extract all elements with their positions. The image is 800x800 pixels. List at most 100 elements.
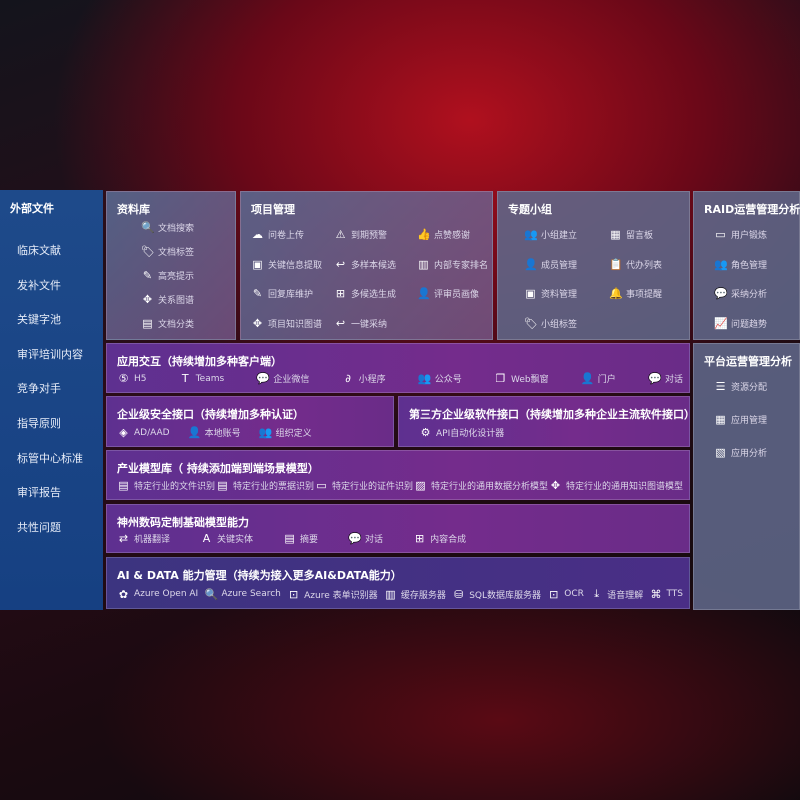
item-label: 应用分析 bbox=[731, 449, 768, 459]
item-interaction-4[interactable]: 👥 公众号 bbox=[418, 372, 462, 385]
item-security-0[interactable]: ◈ AD/AAD bbox=[117, 426, 170, 439]
item-aidata-7[interactable]: ⌘ TTS bbox=[649, 587, 683, 601]
item-aidata-6[interactable]: ⤓ 语音理解 bbox=[590, 587, 643, 601]
item-project-6[interactable]: ✎ 回复库维护 bbox=[251, 287, 313, 300]
item-library-1[interactable]: 🏷 文档标签 bbox=[141, 245, 194, 258]
graph-icon: ✥ bbox=[142, 293, 153, 306]
item-label: 本地账号 bbox=[204, 429, 241, 439]
item-group-0[interactable]: 👥 小组建立 bbox=[524, 228, 577, 241]
item-industry-3[interactable]: ▨ 特定行业的通用数据分析模型 bbox=[414, 479, 548, 492]
item-raid-1[interactable]: 👥 角色管理 bbox=[714, 258, 767, 271]
item-project-2[interactable]: 👍 点赞感谢 bbox=[417, 228, 470, 241]
item-project-5[interactable]: ▥ 内部专家排名 bbox=[417, 258, 488, 271]
item-aidata-4[interactable]: ⛁ SQL数据库服务器 bbox=[452, 587, 541, 601]
panel-title: 产业模型库（ 持续添加端到端场景模型） bbox=[117, 462, 319, 475]
item-project-3[interactable]: ▣ 关键信息提取 bbox=[251, 258, 322, 271]
item-label: Azure Search bbox=[221, 589, 281, 599]
item-interaction-3[interactable]: ∂ 小程序 bbox=[342, 372, 385, 385]
item-interaction-2[interactable]: 💬 企业微信 bbox=[256, 372, 309, 385]
sidebar-item-7[interactable]: 审评报告 bbox=[17, 486, 61, 500]
item-aidata-1[interactable]: 🔍 Azure Search bbox=[204, 587, 280, 601]
item-security-2[interactable]: 👥 组织定义 bbox=[259, 426, 312, 439]
item-raid-2[interactable]: 💬 采纳分析 bbox=[714, 287, 767, 300]
panel-ai-data: AI & DATA 能力管理（持续为接入更多AI&DATA能力） ✿ Azure O… bbox=[106, 557, 690, 609]
panel-topic-group: 专题小组 👥 小组建立 ▦ 留言板 👤 成员管理 📋 代办列表 ▣ 资料管理 🔔 事项提醒 🏷 小组标签 bbox=[497, 191, 690, 340]
item-group-6[interactable]: 🏷 小组标签 bbox=[524, 317, 577, 330]
alarm-icon: ⚠ bbox=[335, 228, 346, 241]
item-industry-4[interactable]: ✥ 特定行业的通用知识图谱模型 bbox=[549, 479, 683, 492]
item-library-2[interactable]: ✎ 高亮提示 bbox=[141, 269, 194, 282]
sidebar-item-1[interactable]: 发补文件 bbox=[17, 278, 61, 292]
entity-icon: A bbox=[202, 532, 211, 545]
item-label: 多样本候选 bbox=[351, 260, 397, 271]
item-label: 企业微信 bbox=[273, 375, 310, 385]
item-platform-1[interactable]: ▦ 应用管理 bbox=[714, 413, 767, 426]
item-library-4[interactable]: ▤ 文档分类 bbox=[141, 317, 194, 330]
item-thirdparty-0[interactable]: ⚙ API自动化设计器 bbox=[419, 426, 505, 439]
item-aidata-2[interactable]: ⊡ Azure 表单识别器 bbox=[287, 587, 378, 601]
item-basemodel-1[interactable]: A 关键实体 bbox=[200, 532, 253, 545]
gear-icon: ⚙ bbox=[420, 426, 431, 439]
sidebar-item-6[interactable]: 标管中心标准 bbox=[17, 451, 83, 465]
group-icon: 👥 bbox=[524, 228, 538, 241]
speech-icon: ⤓ bbox=[594, 587, 600, 600]
item-label: 问卷上传 bbox=[268, 231, 305, 241]
item-platform-0[interactable]: ☰ 资源分配 bbox=[714, 380, 767, 393]
reply-icon: ↩ bbox=[335, 257, 346, 271]
item-project-8[interactable]: 👤 评审员画像 bbox=[417, 287, 479, 300]
item-raid-3[interactable]: 📈 问题趋势 bbox=[714, 317, 767, 330]
sidebar-item-0[interactable]: 临床文献 bbox=[17, 244, 61, 257]
diamond-icon: ◈ bbox=[119, 426, 128, 439]
item-raid-0[interactable]: ▭ 用户锻炼 bbox=[714, 228, 767, 241]
id-card-icon: ▭ bbox=[316, 479, 327, 492]
item-group-4[interactable]: ▣ 资料管理 bbox=[524, 287, 577, 300]
panel-title: 神州数码定制基础模型能力 bbox=[117, 516, 249, 529]
sidebar-item-2[interactable]: 关键字池 bbox=[17, 313, 61, 327]
wechat-icon: 💬 bbox=[256, 372, 271, 385]
document-search-icon: 🔍 bbox=[141, 221, 155, 234]
html5-icon: ⑤ bbox=[118, 372, 129, 385]
item-label: 对话 bbox=[365, 535, 384, 545]
item-interaction-0[interactable]: ⑤ H5 bbox=[117, 372, 147, 385]
sidebar-item-8[interactable]: 共性问题 bbox=[17, 520, 61, 534]
sidebar-item-3[interactable]: 审评培训内容 bbox=[17, 347, 83, 361]
item-project-4[interactable]: ↩ 多样本候选 bbox=[334, 258, 396, 271]
panel-title: 项目管理 bbox=[251, 203, 295, 216]
item-aidata-5[interactable]: ⊡ OCR bbox=[547, 587, 584, 601]
item-project-0[interactable]: ☁ 问卷上传 bbox=[251, 228, 304, 241]
item-aidata-3[interactable]: ▥ 缓存服务器 bbox=[384, 587, 446, 601]
item-interaction-7[interactable]: 💬 对话 bbox=[648, 372, 683, 385]
item-interaction-5[interactable]: ❐ Web飘窗 bbox=[494, 372, 549, 385]
item-basemodel-4[interactable]: ⊞ 内容合成 bbox=[413, 532, 466, 545]
item-label: 留言板 bbox=[626, 231, 654, 241]
item-group-1[interactable]: ▦ 留言板 bbox=[609, 228, 653, 241]
item-industry-0[interactable]: ▤ 特定行业的文件识别 bbox=[117, 479, 215, 492]
item-basemodel-0[interactable]: ⇄ 机器翻译 bbox=[117, 532, 170, 545]
item-library-0[interactable]: 🔍 文档搜索 bbox=[141, 221, 194, 234]
panel-base-models: 神州数码定制基础模型能力 ⇄ 机器翻译 A 关键实体 ▤ 摘要 💬 对话 ⊞ 内容合成 bbox=[106, 504, 690, 553]
item-basemodel-2[interactable]: ▤ 摘要 bbox=[283, 532, 318, 545]
item-industry-2[interactable]: ▭ 特定行业的证件识别 bbox=[315, 479, 413, 492]
item-label: H5 bbox=[134, 373, 147, 384]
item-label: 文档标签 bbox=[158, 248, 195, 258]
item-project-9[interactable]: ✥ 项目知识图谱 bbox=[251, 317, 322, 330]
item-basemodel-3[interactable]: 💬 对话 bbox=[348, 532, 383, 545]
item-aidata-0[interactable]: ✿ Azure Open AI bbox=[117, 587, 198, 601]
clipboard-icon: 📋 bbox=[609, 257, 623, 271]
sidebar-item-5[interactable]: 指导原则 bbox=[17, 417, 61, 430]
item-project-7[interactable]: ⊞ 多候选生成 bbox=[334, 287, 396, 300]
item-industry-1[interactable]: ▤ 特定行业的票据识别 bbox=[216, 479, 314, 492]
item-library-3[interactable]: ✥ 关系图谱 bbox=[141, 293, 194, 306]
item-platform-2[interactable]: ▧ 应用分析 bbox=[714, 446, 767, 459]
panel-title: 企业级安全接口（持续增加多种认证） bbox=[117, 408, 304, 421]
item-project-10[interactable]: ↩ 一键采纳 bbox=[334, 317, 387, 330]
item-interaction-6[interactable]: 👤 门户 bbox=[581, 372, 616, 385]
item-group-2[interactable]: 👤 成员管理 bbox=[524, 258, 577, 271]
item-label: AD/AAD bbox=[134, 427, 170, 438]
sidebar-item-4[interactable]: 竞争对手 bbox=[17, 382, 61, 396]
item-interaction-1[interactable]: T Teams bbox=[179, 372, 224, 385]
item-project-1[interactable]: ⚠ 到期预警 bbox=[334, 228, 387, 241]
item-group-5[interactable]: 🔔 事项提醒 bbox=[609, 287, 662, 300]
item-security-1[interactable]: 👤 本地账号 bbox=[188, 426, 241, 439]
item-group-3[interactable]: 📋 代办列表 bbox=[609, 258, 662, 271]
